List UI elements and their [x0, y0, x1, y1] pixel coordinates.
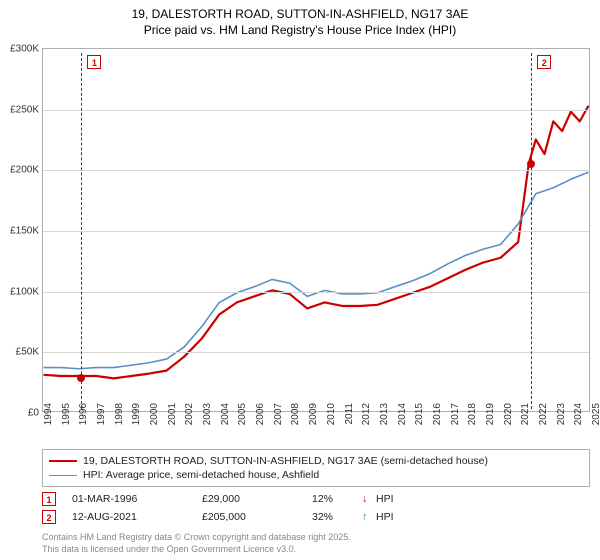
x-tick-label: 2011: [344, 403, 355, 433]
title-line-2: Price paid vs. HM Land Registry's House …: [0, 22, 600, 38]
y-tick-label: £250K: [1, 104, 39, 115]
x-tick-label: 1997: [96, 403, 107, 433]
gridline: [43, 352, 589, 353]
transaction-price: £29,000: [202, 493, 312, 505]
x-tick-label: 2025: [591, 403, 600, 433]
x-tick-label: 2014: [397, 403, 408, 433]
down-arrow-icon: ↓: [362, 493, 376, 505]
x-tick-label: 2007: [273, 403, 284, 433]
series-line-hpi: [44, 172, 589, 369]
transaction-date: 01-MAR-1996: [72, 493, 202, 505]
transaction-pct: 32%: [312, 511, 362, 523]
gridline: [43, 170, 589, 171]
x-tick-label: 2020: [503, 403, 514, 433]
x-tick-label: 2006: [255, 403, 266, 433]
x-tick-label: 2010: [326, 403, 337, 433]
transaction-vs: HPI: [376, 511, 394, 523]
series-line-price_paid: [44, 106, 589, 379]
x-tick-label: 2022: [538, 403, 549, 433]
transaction-row: 2 12-AUG-2021 £205,000 32% ↑ HPI: [42, 508, 590, 526]
x-tick-label: 1999: [131, 403, 142, 433]
legend-swatch-hpi: [49, 475, 77, 476]
x-tick-label: 1995: [61, 403, 72, 433]
x-tick-label: 2017: [450, 403, 461, 433]
transaction-row: 1 01-MAR-1996 £29,000 12% ↓ HPI: [42, 490, 590, 508]
legend-label-hpi: HPI: Average price, semi-detached house,…: [83, 469, 319, 481]
transactions-table: 1 01-MAR-1996 £29,000 12% ↓ HPI 2 12-AUG…: [42, 490, 590, 526]
x-tick-label: 2008: [290, 403, 301, 433]
y-tick-label: £200K: [1, 165, 39, 176]
x-tick-label: 1994: [43, 403, 54, 433]
legend: 19, DALESTORTH ROAD, SUTTON-IN-ASHFIELD,…: [42, 449, 590, 487]
chart-lines-svg: [43, 49, 589, 411]
attribution-line-2: This data is licensed under the Open Gov…: [42, 544, 590, 556]
transaction-vs: HPI: [376, 493, 394, 505]
marker-label: 1: [87, 55, 101, 69]
x-tick-label: 2004: [220, 403, 231, 433]
x-tick-label: 2023: [556, 403, 567, 433]
transaction-price: £205,000: [202, 511, 312, 523]
y-tick-label: £300K: [1, 44, 39, 55]
x-tick-label: 2015: [414, 403, 425, 433]
y-tick-label: £0: [1, 408, 39, 419]
x-tick-label: 2019: [485, 403, 496, 433]
marker-label: 2: [537, 55, 551, 69]
price-chart: £0£50K£100K£150K£200K£250K£300K199419951…: [42, 48, 590, 412]
x-tick-label: 2005: [237, 403, 248, 433]
gridline: [43, 110, 589, 111]
x-tick-label: 2021: [520, 403, 531, 433]
legend-swatch-price-paid: [49, 460, 77, 462]
x-tick-label: 2018: [467, 403, 478, 433]
title-line-1: 19, DALESTORTH ROAD, SUTTON-IN-ASHFIELD,…: [0, 6, 600, 22]
x-tick-label: 2001: [167, 403, 178, 433]
marker-dot: [527, 160, 535, 168]
gridline: [43, 292, 589, 293]
y-tick-label: £50K: [1, 347, 39, 358]
transaction-marker-icon: 1: [42, 492, 56, 506]
legend-row-hpi: HPI: Average price, semi-detached house,…: [49, 468, 583, 482]
x-tick-label: 1996: [78, 403, 89, 433]
x-tick-label: 2012: [361, 403, 372, 433]
x-tick-label: 2009: [308, 403, 319, 433]
attribution-line-1: Contains HM Land Registry data © Crown c…: [42, 532, 590, 544]
x-tick-label: 2002: [184, 403, 195, 433]
transaction-pct: 12%: [312, 493, 362, 505]
chart-title: 19, DALESTORTH ROAD, SUTTON-IN-ASHFIELD,…: [0, 0, 600, 38]
x-tick-label: 2024: [573, 403, 584, 433]
marker-vline: [531, 53, 532, 409]
x-tick-label: 2016: [432, 403, 443, 433]
gridline: [43, 231, 589, 232]
y-tick-label: £100K: [1, 286, 39, 297]
x-tick-label: 1998: [114, 403, 125, 433]
transaction-marker-icon: 2: [42, 510, 56, 524]
x-tick-label: 2013: [379, 403, 390, 433]
marker-dot: [77, 374, 85, 382]
transaction-date: 12-AUG-2021: [72, 511, 202, 523]
marker-vline: [81, 53, 82, 409]
attribution: Contains HM Land Registry data © Crown c…: [42, 532, 590, 555]
x-tick-label: 2003: [202, 403, 213, 433]
legend-label-price-paid: 19, DALESTORTH ROAD, SUTTON-IN-ASHFIELD,…: [83, 455, 488, 467]
legend-row-price-paid: 19, DALESTORTH ROAD, SUTTON-IN-ASHFIELD,…: [49, 454, 583, 468]
up-arrow-icon: ↑: [362, 511, 376, 523]
y-tick-label: £150K: [1, 226, 39, 237]
x-tick-label: 2000: [149, 403, 160, 433]
